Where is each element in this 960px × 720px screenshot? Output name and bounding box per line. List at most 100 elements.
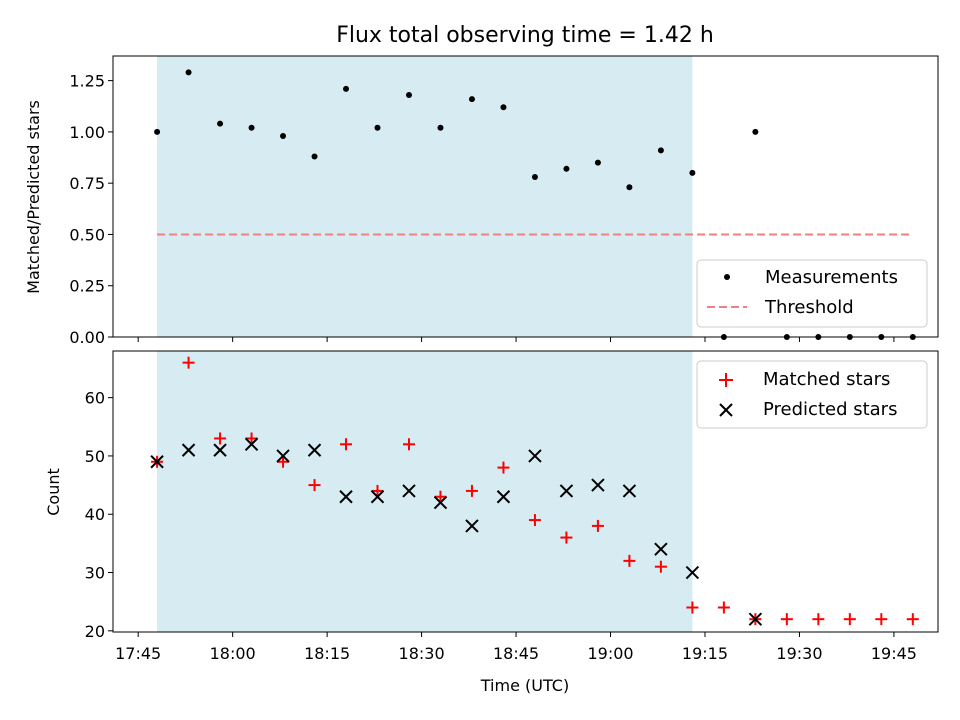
legend-label-threshold: Threshold bbox=[764, 297, 854, 318]
measurement-point bbox=[468, 96, 475, 103]
measurement-point bbox=[374, 124, 381, 131]
x-axis-label: Time (UTC) bbox=[480, 676, 569, 695]
measurement-point bbox=[280, 132, 287, 139]
top-y-tick-label: 0.75 bbox=[69, 174, 105, 193]
matched-star-point bbox=[402, 438, 415, 451]
measurement-point bbox=[752, 128, 759, 135]
x-tick-label: 18:30 bbox=[399, 644, 445, 663]
bottom-x-ticks: 17:45 18:00 18:15 18:30 18:45 19:00 19:15 19:30… bbox=[115, 632, 917, 663]
predicted-star-point bbox=[559, 484, 574, 498]
legend-label-matched: Matched stars bbox=[763, 369, 890, 390]
top-y-tick-label: 0.25 bbox=[69, 277, 105, 296]
measurement-point bbox=[594, 159, 601, 166]
top-y-axis-label: Matched/Predicted stars bbox=[24, 100, 43, 294]
measurement-point bbox=[248, 124, 255, 131]
measurement-point bbox=[217, 120, 224, 127]
bottom-panel: 20 30 40 50 60 17:45 18:00 18:15 18:30 18:45 19:0… bbox=[44, 350, 939, 695]
measurement-point bbox=[500, 104, 507, 111]
bottom-y-tick-label: 20 bbox=[85, 622, 105, 641]
top-legend: Measurements Threshold bbox=[696, 259, 928, 328]
bottom-y-tick-label: 30 bbox=[85, 564, 105, 583]
matched-star-point bbox=[214, 432, 227, 445]
matched-star-point bbox=[277, 455, 290, 468]
measurement-point bbox=[657, 147, 664, 154]
matched-star-point bbox=[528, 514, 541, 527]
bottom-y-tick-label: 50 bbox=[85, 447, 105, 466]
matched-star-point bbox=[875, 613, 888, 626]
legend-marker-predicted bbox=[719, 403, 733, 417]
x-tick-label: 19:30 bbox=[776, 644, 822, 663]
x-tick-label: 18:15 bbox=[304, 644, 350, 663]
measurement-point bbox=[689, 169, 696, 176]
measurement-point bbox=[311, 153, 318, 160]
predicted-star-point bbox=[402, 484, 416, 498]
predicted-star-point bbox=[213, 443, 227, 457]
measurement-point bbox=[563, 165, 570, 172]
matched-star-point bbox=[560, 531, 573, 544]
matched-star-point bbox=[654, 560, 667, 573]
top-shaded-region bbox=[157, 56, 693, 337]
predicted-star-point bbox=[307, 443, 322, 457]
bottom-axes-frame bbox=[112, 350, 939, 633]
x-tick-label: 19:15 bbox=[682, 644, 728, 663]
top-y-tick-label: 1.00 bbox=[69, 123, 105, 142]
legend-label-predicted: Predicted stars bbox=[763, 399, 897, 420]
measurement-point bbox=[405, 91, 412, 98]
predicted-star-point bbox=[181, 443, 196, 457]
predicted-star-point bbox=[339, 490, 353, 504]
predicted-star-point bbox=[654, 542, 668, 556]
bottom-y-ticks: 20 30 40 50 60 bbox=[85, 389, 113, 641]
matched-star-point bbox=[686, 601, 699, 614]
top-axes-frame bbox=[112, 55, 939, 338]
predicted-star-point bbox=[276, 449, 290, 463]
predicted-star-point bbox=[748, 612, 763, 626]
predicted-star-point bbox=[685, 565, 700, 580]
matched-star-point bbox=[497, 461, 510, 474]
chart-title: Flux total observing time = 1.42 h bbox=[336, 23, 714, 48]
predicted-star-point bbox=[150, 455, 164, 469]
top-panel: 0.00 0.25 0.50 0.75 1.00 1.25 Matched/Predict… bbox=[24, 55, 939, 347]
matched-star-point bbox=[843, 613, 856, 626]
matched-star-point bbox=[434, 490, 447, 503]
measurement-point bbox=[343, 85, 350, 92]
predicted-star-point bbox=[244, 437, 259, 451]
predicted-star-point bbox=[591, 478, 605, 492]
x-tick-label: 19:45 bbox=[871, 644, 917, 663]
matched-star-point bbox=[812, 613, 825, 626]
predicted-star-point bbox=[433, 495, 448, 510]
top-x-ticks bbox=[137, 337, 895, 342]
bottom-legend-box bbox=[696, 360, 928, 429]
matched-star-point bbox=[623, 554, 636, 567]
predicted-star-point bbox=[465, 519, 479, 533]
predicted-star-point bbox=[622, 484, 637, 498]
bottom-y-axis-label: Count bbox=[44, 468, 63, 516]
measurement-point bbox=[437, 124, 444, 131]
matched-star-point bbox=[308, 479, 321, 492]
measurement-points bbox=[154, 69, 916, 340]
legend-label-measurements: Measurements bbox=[765, 267, 898, 288]
matched-star-point bbox=[780, 613, 793, 626]
x-tick-label: 18:00 bbox=[210, 644, 256, 663]
measurement-point bbox=[185, 69, 192, 76]
predicted-star-point bbox=[496, 490, 511, 504]
top-y-tick-label: 0.50 bbox=[69, 225, 105, 244]
matched-star-point bbox=[591, 519, 604, 532]
x-tick-label: 19:00 bbox=[587, 644, 633, 663]
measurement-point bbox=[531, 174, 538, 181]
count-points bbox=[150, 356, 919, 626]
matched-star-point bbox=[906, 613, 919, 626]
top-y-ticks: 0.00 0.25 0.50 0.75 1.00 1.25 bbox=[69, 72, 113, 347]
matched-star-point bbox=[340, 438, 353, 451]
matched-star-point bbox=[182, 356, 195, 369]
matched-star-point bbox=[717, 601, 730, 614]
matched-star-point bbox=[465, 484, 478, 497]
matched-star-point bbox=[245, 432, 258, 445]
x-tick-label: 18:45 bbox=[493, 644, 539, 663]
bottom-shaded-region bbox=[157, 351, 693, 632]
top-y-tick-label: 1.25 bbox=[69, 72, 105, 91]
matched-star-point bbox=[371, 484, 384, 497]
x-tick-label: 17:45 bbox=[115, 644, 161, 663]
predicted-star-point bbox=[370, 490, 385, 504]
bottom-y-tick-label: 60 bbox=[85, 389, 105, 408]
